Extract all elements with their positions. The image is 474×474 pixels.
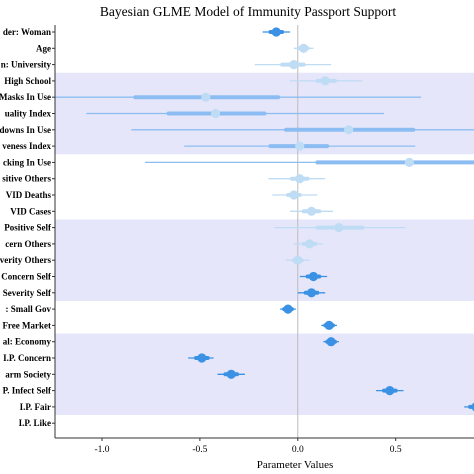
point-estimate xyxy=(326,337,336,347)
point-estimate xyxy=(304,239,315,249)
point-estimate xyxy=(306,206,317,216)
point-estimate xyxy=(404,157,414,167)
point-estimate xyxy=(308,271,319,282)
point-estimate xyxy=(306,288,317,298)
point-estimate xyxy=(299,43,309,53)
chart-title: Bayesian GLME Model of Immunity Passport… xyxy=(100,4,396,19)
point-estimate xyxy=(344,125,354,135)
group-band xyxy=(55,219,474,301)
y-tick-label: Concern Self xyxy=(1,272,52,282)
y-tick-label: downs In Use xyxy=(0,125,51,135)
point-estimate xyxy=(283,304,293,314)
y-tick-label: I.P. Concern xyxy=(3,353,51,363)
y-tick-label: Severity Self xyxy=(3,288,52,298)
y-tick-label: verity Others xyxy=(0,255,51,265)
y-tick-label: arm Society xyxy=(5,369,51,379)
y-tick-label: Free Market xyxy=(2,320,51,330)
point-estimate xyxy=(324,320,334,330)
x-tick-label: 0.0 xyxy=(292,445,304,455)
point-estimate xyxy=(334,223,344,233)
point-estimate xyxy=(226,369,236,379)
point-estimate xyxy=(471,402,474,412)
y-tick-label: VID Cases xyxy=(10,206,51,216)
y-tick-label: veness Index xyxy=(2,141,51,151)
point-estimate xyxy=(197,353,207,363)
x-tick-label: -0.5 xyxy=(192,445,207,455)
y-tick-label: High School xyxy=(4,76,51,86)
y-tick-label: Positive Self xyxy=(4,223,52,233)
y-tick-label: n: University xyxy=(1,60,52,70)
point-estimate xyxy=(289,60,299,70)
y-tick-label: cking In Use xyxy=(3,157,51,167)
y-tick-label: der: Woman xyxy=(3,27,51,37)
y-tick-label: uality Index xyxy=(5,109,52,119)
point-estimate xyxy=(210,108,221,119)
x-tick-label: 0.5 xyxy=(390,445,402,455)
y-tick-label: VID Deaths xyxy=(6,190,52,200)
group-band xyxy=(55,333,474,416)
point-estimate xyxy=(293,255,303,265)
y-tick-label: al: Economy xyxy=(3,337,52,347)
point-estimate xyxy=(271,27,281,37)
y-tick-label: I.P. Fair xyxy=(20,402,51,412)
y-tick-label: Masks In Use xyxy=(0,92,51,102)
y-tick-label: I.P. Like xyxy=(19,418,51,428)
point-estimate xyxy=(295,174,305,184)
x-tick-label: -1.0 xyxy=(94,445,109,455)
y-tick-label: Age xyxy=(36,43,51,53)
point-estimate xyxy=(289,190,299,200)
y-tick-label: P. Infect Self xyxy=(3,386,52,396)
point-estimate xyxy=(201,92,211,102)
y-tick-label: : Small Gov xyxy=(5,304,51,314)
x-axis-label: Parameter Values xyxy=(257,459,333,471)
point-estimate xyxy=(295,141,305,151)
point-estimate xyxy=(320,76,330,86)
y-tick-label: sitive Others xyxy=(2,174,51,184)
point-estimate xyxy=(385,386,395,396)
y-tick-label: cern Others xyxy=(5,239,51,249)
